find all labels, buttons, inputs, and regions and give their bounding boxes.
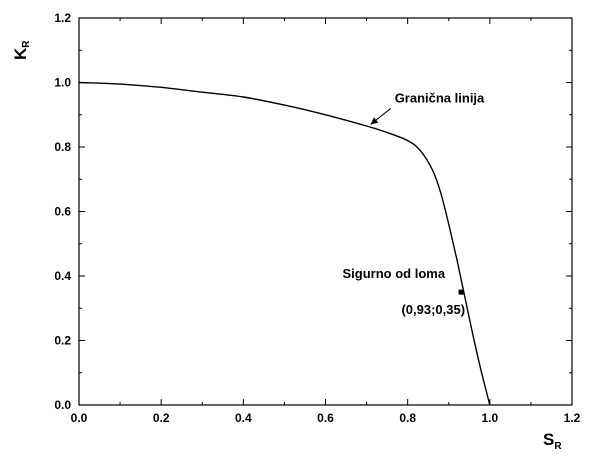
y-tick-label: 1.0 bbox=[54, 76, 71, 90]
x-tick-label: 0.8 bbox=[399, 411, 416, 425]
y-tick-label: 1.2 bbox=[54, 11, 71, 25]
x-axis-title-main: S bbox=[543, 430, 554, 449]
y-tick-label: 0.6 bbox=[54, 205, 71, 219]
y-tick-label: 0.2 bbox=[54, 334, 71, 348]
limit-line-annotation: Granična linija bbox=[395, 90, 485, 105]
y-axis-title-sub: R bbox=[21, 40, 32, 48]
y-axis-title-main: K bbox=[11, 47, 30, 60]
point-coordinate-label: (0,93;0,35) bbox=[401, 302, 465, 317]
x-axis-title-sub: R bbox=[554, 441, 562, 452]
x-tick-label: 1.2 bbox=[564, 411, 581, 425]
x-tick-label: 0.0 bbox=[71, 411, 88, 425]
x-tick-label: 0.2 bbox=[153, 411, 170, 425]
y-tick-label: 0.0 bbox=[54, 398, 71, 412]
x-tick-label: 0.6 bbox=[317, 411, 334, 425]
x-tick-label: 1.0 bbox=[481, 411, 498, 425]
axis-ticks bbox=[79, 18, 572, 405]
limit-curve-line bbox=[79, 83, 490, 406]
x-tick-label: 0.4 bbox=[235, 411, 252, 425]
y-tick-labels: 0.0 0.2 0.4 0.6 0.8 1.0 1.2 bbox=[54, 11, 71, 412]
y-tick-label: 0.4 bbox=[54, 269, 71, 283]
x-axis-title: SR bbox=[543, 430, 562, 452]
y-axis-title: KR bbox=[11, 40, 32, 60]
x-tick-labels: 0.0 0.2 0.4 0.6 0.8 1.0 1.2 bbox=[71, 411, 581, 425]
y-tick-label: 0.8 bbox=[54, 140, 71, 154]
plot-frame bbox=[79, 18, 572, 405]
data-point-marker bbox=[459, 290, 464, 295]
annotation-arrowhead bbox=[371, 117, 379, 124]
safe-region-annotation: Sigurno od loma bbox=[343, 266, 446, 281]
